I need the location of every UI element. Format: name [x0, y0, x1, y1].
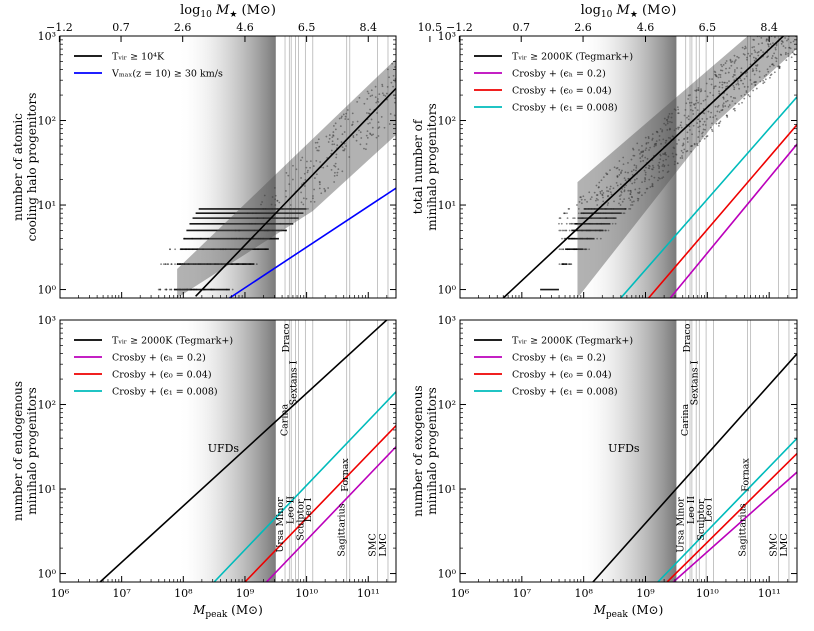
x-tick-label: 10⁸: [174, 587, 193, 600]
x-axis-label: Mpeak (M⊙): [593, 603, 664, 620]
legend-entry: Crosby + (ϵₕ = 0.2): [512, 69, 606, 80]
galaxy-label: SMC: [768, 533, 779, 557]
y-tick-label: 10¹: [438, 483, 456, 496]
y-axis-label: number of exogenousminihalo progenitors: [411, 385, 439, 516]
y-axis-label: total number ofminihalo progenitors: [411, 103, 439, 230]
y-tick-label: 10⁰: [38, 284, 57, 297]
series-line-1: [670, 144, 797, 298]
y-tick-label: 10²: [38, 399, 56, 412]
top-tick-label: 6.5: [298, 21, 316, 34]
y-tick-label: 10⁰: [38, 568, 57, 581]
legend-entry: Tᵥᵢᵣ ≥ 10⁴K: [112, 52, 165, 63]
x-tick-label: 10⁷: [112, 587, 131, 600]
legend-entry: Crosby + (ϵ₁ = 0.008): [112, 387, 218, 398]
y-tick-label: 10⁰: [438, 284, 457, 297]
y-tick-label: 10²: [38, 115, 56, 128]
x-tick-label: 10⁶: [451, 587, 470, 600]
x-axis-label: Mpeak (M⊙): [192, 603, 263, 620]
galaxy-label: Leo I: [303, 498, 314, 523]
top-tick-label: 0.7: [112, 21, 130, 34]
x-tick-label: 10¹⁰: [696, 587, 719, 600]
top-tick-label: 8.4: [360, 21, 378, 34]
y-tick-label: 10³: [438, 314, 456, 327]
galaxy-label: Fornax: [340, 458, 351, 492]
top-tick-label: 6.5: [699, 21, 717, 34]
galaxy-label: Sextans I: [689, 360, 700, 405]
x-tick-label: 10⁷: [513, 587, 532, 600]
top-axis-label: log10 M★ (M⊙): [180, 3, 276, 20]
galaxy-label: Draco: [682, 323, 693, 352]
galaxy-label: Ursa Minor: [676, 497, 687, 553]
ufd-label: UFDs: [208, 442, 240, 455]
legend-entry: Tᵥᵢᵣ ≥ 2000K (Tegmark+): [112, 336, 233, 347]
galaxy-label: Draco: [281, 323, 292, 352]
x-tick-label: 10⁸: [574, 587, 593, 600]
galaxy-label: Sextans I: [289, 360, 300, 405]
x-tick-label: 10¹¹: [357, 587, 380, 600]
top-tick-label: 0.7: [512, 21, 530, 34]
panel-top-right: 10⁰10¹10²10³−1.20.72.64.66.58.410.5log10…: [411, 0, 814, 298]
top-tick-label: −1.2: [46, 21, 73, 34]
y-axis-label: number of atomiccooling halo progenitors: [11, 93, 39, 242]
legend-entry: Tᵥᵢᵣ ≥ 2000K (Tegmark+): [512, 336, 633, 347]
galaxy-label: Sagittarius: [738, 503, 749, 556]
galaxy-label: SMC: [368, 533, 379, 557]
x-tick-label: 10⁹: [636, 587, 655, 600]
legend-entry: Crosby + (ϵ₀ = 0.04): [112, 370, 212, 381]
y-tick-label: 10²: [438, 115, 456, 128]
y-tick-label: 10²: [438, 399, 456, 412]
galaxy-label: LMC: [378, 533, 389, 556]
top-tick-label: 2.6: [174, 21, 192, 34]
galaxy-label: Sagittarius: [337, 503, 348, 556]
legend-entry: Crosby + (ϵ₀ = 0.04): [512, 86, 612, 97]
x-tick-label: 10¹¹: [758, 587, 781, 600]
legend-entry: Vₘₐₓ(z = 10) ≥ 30 km/s: [111, 69, 223, 80]
legend-entry: Crosby + (ϵₕ = 0.2): [512, 353, 606, 364]
top-tick-label: 4.6: [637, 21, 655, 34]
galaxy-label: Carina: [680, 404, 691, 437]
y-axis-label: number of endogenousminihalo progenitors: [11, 381, 39, 521]
top-tick-label: −1.2: [446, 21, 473, 34]
panel-bottom-left: 10⁰ 10¹ 10² 10³ 10⁶ 10⁷ 10⁸ 10⁹ 10¹⁰ 10¹¹ Mpeak (M…: [11, 312, 396, 620]
galaxy-label: Leo I: [704, 498, 715, 523]
galaxy-label: Carina: [279, 404, 290, 437]
top-axis-label: log10 M★ (M⊙): [581, 3, 677, 20]
y-tick-label: 10⁰: [438, 568, 457, 581]
x-tick-label: 10⁶: [51, 587, 70, 600]
ufd-label: UFDs: [608, 442, 640, 455]
galaxy-label: Fornax: [741, 458, 752, 492]
top-tick-label: 4.6: [236, 21, 254, 34]
y-tick-label: 10¹: [438, 199, 456, 212]
y-tick-label: 10¹: [38, 199, 56, 212]
top-tick-label: 8.4: [760, 21, 778, 34]
y-tick-label: 10³: [38, 314, 56, 327]
legend-entry: Crosby + (ϵ₁ = 0.008): [512, 387, 618, 398]
galaxy-label: Ursa Minor: [275, 497, 286, 553]
legend-entry: Crosby + (ϵ₀ = 0.04): [512, 370, 612, 381]
panel-bottom-right: 10⁰ 10¹ 10² 10³ 10⁶ 10⁷ 10⁸ 10⁹ 10¹⁰ 10¹¹ Mpeak (M…: [411, 314, 797, 620]
top-tick-label: 2.6: [574, 21, 592, 34]
galaxy-label: LMC: [779, 533, 790, 556]
x-tick-label: 10¹⁰: [295, 587, 318, 600]
legend-entry: Crosby + (ϵ₁ = 0.008): [512, 103, 618, 114]
legend-entry: Tᵥᵢᵣ ≥ 2000K (Tegmark+): [512, 52, 633, 63]
legend-entry: Crosby + (ϵₕ = 0.2): [112, 353, 206, 364]
x-tick-label: 10⁹: [236, 587, 255, 600]
y-tick-label: 10¹: [38, 483, 56, 496]
